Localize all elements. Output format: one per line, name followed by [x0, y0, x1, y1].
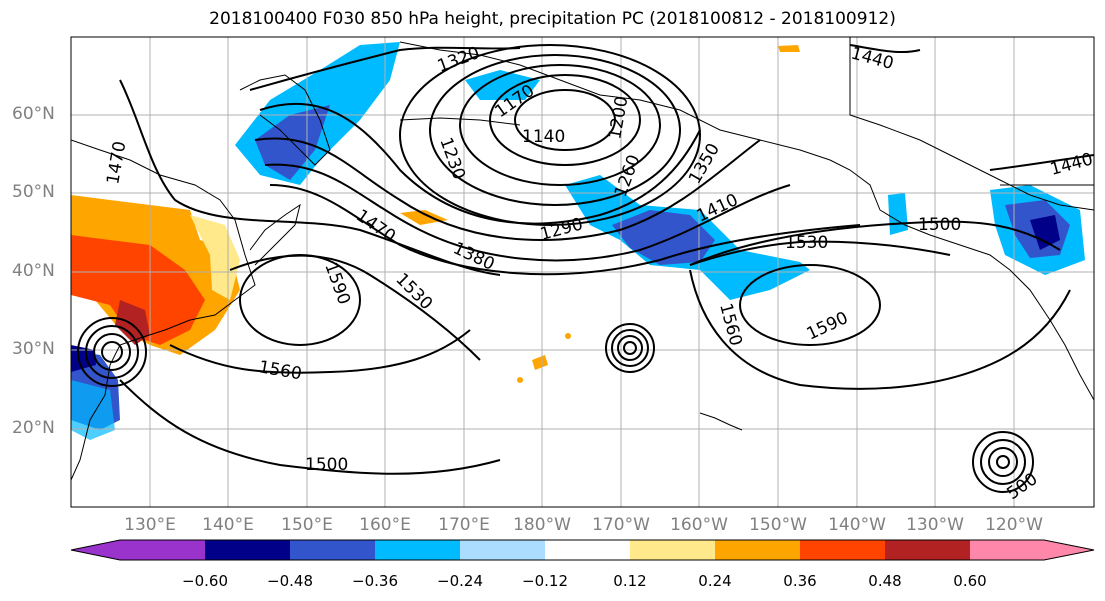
contour-1590b [739, 264, 881, 346]
precip-patch-1 [400, 210, 448, 225]
cyclone-west [77, 317, 147, 387]
coast-asia [71, 139, 256, 481]
lon-label: 160°W [670, 515, 728, 535]
contour-1500a [689, 220, 1061, 266]
precip-patch-4 [565, 333, 571, 339]
contour-1530a [229, 254, 481, 361]
lon-label: 170°W [592, 515, 650, 535]
height-contours [77, 44, 1094, 493]
colorbar-outline [70, 539, 1095, 561]
precip-gulf-cyan [888, 193, 908, 235]
contour-1560b [689, 269, 1071, 390]
colorbar-label: −0.12 [522, 572, 568, 590]
colorbar-seg [970, 540, 1044, 560]
contour-label: 1140 [522, 127, 565, 147]
colorbar-seg [205, 540, 290, 560]
colorbar-label: −0.48 [267, 572, 313, 590]
colorbar-seg [375, 540, 460, 560]
contour-1440b [989, 154, 1094, 171]
lon-label: 180°W [513, 515, 571, 535]
colorbar-seg [460, 540, 545, 560]
lat-label: 20°N [12, 418, 55, 438]
map-plot-area: 1320 1170 1140 1200 1230 1260 1350 1410 … [71, 37, 1094, 507]
colorbar-seg [545, 540, 630, 560]
cyclone-central [605, 323, 655, 373]
lon-label: 140°W [828, 515, 886, 535]
cyclone-east [972, 431, 1034, 493]
colorbar-seg [630, 540, 715, 560]
colorbar-under-triangle [71, 540, 120, 560]
contour-1350 [254, 137, 761, 241]
contour-1560a [169, 329, 471, 374]
coast-japan [249, 203, 301, 266]
colorbar-over-triangle [1044, 540, 1094, 560]
contour-1170 [489, 74, 641, 166]
colorbar-seg [885, 540, 970, 560]
map-title: 2018100400 F030 850 hPa height, precipit… [209, 9, 896, 29]
lon-label: 160°E [359, 515, 411, 535]
lat-label: 50°N [12, 182, 55, 202]
coast-alaska [399, 41, 881, 211]
contour-label: 1500 [918, 215, 961, 235]
contour-1260 [399, 44, 701, 226]
colorbar-seg [120, 540, 205, 560]
contour-1530b [689, 240, 951, 266]
precip-patch-2 [778, 45, 800, 52]
colorbar-label: 0.36 [783, 572, 817, 590]
lon-label: 140°E [202, 515, 254, 535]
contour-1410 [269, 184, 861, 276]
contour-1380 [264, 163, 791, 262]
colorbar-label: −0.24 [437, 572, 483, 590]
contour-1200 [459, 64, 661, 186]
colorbar [70, 539, 1095, 561]
colorbar-seg [715, 540, 800, 560]
colorbar-seg [800, 540, 885, 560]
contour-label: 1500 [305, 455, 348, 475]
colorbar-label: 0.24 [698, 572, 732, 590]
coast-canada [849, 37, 1094, 211]
lat-label: 40°N [12, 261, 55, 281]
coast-namerica [879, 209, 1094, 401]
contour-1290 [259, 102, 701, 225]
contour-1440a [849, 44, 921, 54]
lon-label: 130°W [906, 515, 964, 535]
colorbar-label: 0.12 [613, 572, 647, 590]
contour-1140 [514, 89, 616, 151]
contour-label: 1530 [785, 233, 828, 253]
lat-label: 60°N [12, 104, 55, 124]
precip-ne-pacific-navy [1030, 215, 1060, 250]
colorbar-label: −0.36 [352, 572, 398, 590]
lon-label: 130°E [124, 515, 176, 535]
colorbar-label: 0.60 [953, 572, 987, 590]
lon-label: 170°E [438, 515, 490, 535]
lon-label: 150°E [281, 515, 333, 535]
precip-ne-cyan [465, 70, 540, 100]
contour-1230 [429, 54, 681, 206]
precip-asia-red [71, 235, 205, 345]
contour-1320 [249, 46, 521, 91]
plot-frame [70, 36, 1095, 508]
lon-label: 120°W [985, 515, 1043, 535]
contour-1470 [119, 79, 501, 276]
colorbar-label: −0.60 [182, 572, 228, 590]
colorbar-seg [290, 540, 375, 560]
precip-patch-3 [532, 355, 548, 370]
coast-hawaii [699, 412, 743, 431]
contour-1500b [119, 379, 501, 475]
colorbar-label: 0.48 [868, 572, 902, 590]
precip-asia-cyan [71, 380, 115, 440]
lon-label: 150°W [749, 515, 807, 535]
contour-1590a [239, 254, 361, 346]
precip-patch-5 [517, 377, 523, 383]
lat-label: 30°N [12, 339, 55, 359]
